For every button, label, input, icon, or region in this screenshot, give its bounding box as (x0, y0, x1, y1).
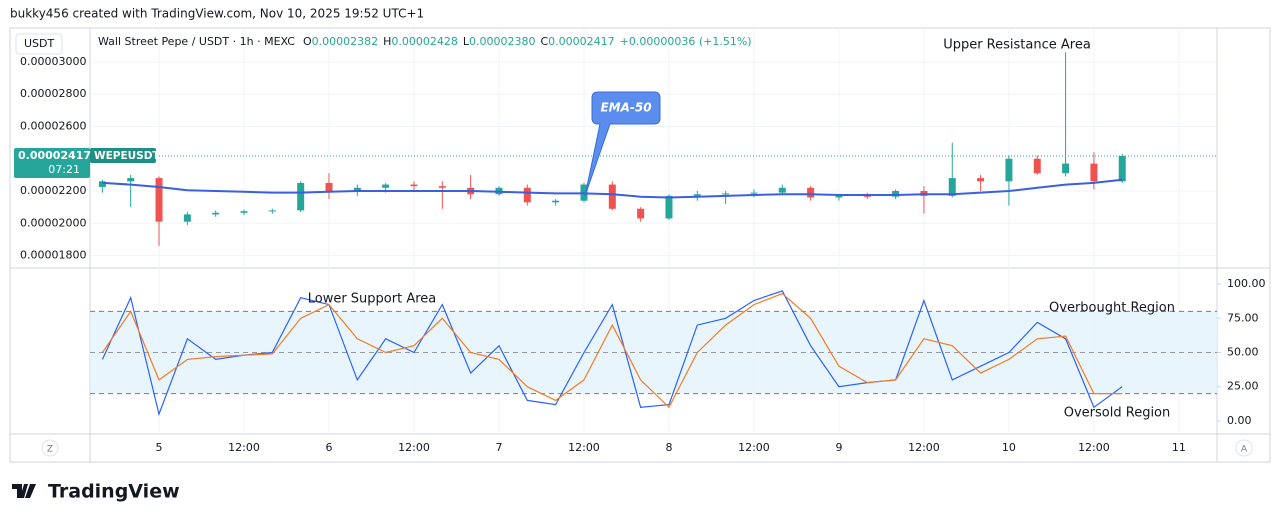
plot (90, 52, 1217, 417)
candle-body (438, 186, 446, 188)
price-label-box (14, 147, 90, 178)
candle-body (212, 212, 220, 215)
x-tick-label: 11 (1172, 441, 1186, 454)
auto-button[interactable] (1235, 439, 1253, 457)
series-line (102, 178, 1123, 199)
candle-body (977, 178, 985, 182)
y-tick-label: 0.00 (1227, 414, 1252, 427)
x-tick-label: 12:00 (738, 441, 770, 454)
x-tick-label: 12:00 (568, 441, 600, 454)
y-tick-label: 50.00 (1227, 346, 1259, 359)
legend-key: O (303, 35, 312, 48)
candle-body (325, 182, 333, 192)
x-tick-label: 12:00 (228, 441, 260, 454)
x-tick-label: 12:00 (908, 441, 940, 454)
y-tick-label: 0.00002000 (20, 216, 86, 229)
candle-body (552, 200, 560, 203)
candle-body (127, 178, 135, 182)
legend-value: 0.00002380 (469, 35, 535, 48)
candle-body (835, 195, 843, 198)
ticker-box (90, 147, 156, 163)
x-tick-label: 6 (326, 441, 333, 454)
x-tick-label: 12:00 (398, 441, 430, 454)
logo-mark (12, 484, 36, 498)
candle-body (948, 178, 956, 196)
candle-body (353, 187, 361, 192)
legend-key: C (540, 35, 548, 48)
series-line (101, 292, 1123, 409)
y-tick-label: 0.00003000 (20, 55, 86, 68)
candle-body (523, 187, 531, 203)
price-label: 0.00002417 (18, 149, 91, 162)
candle-body (1062, 163, 1070, 174)
candle-body (637, 208, 645, 219)
legend-change: +0.00000036 (+1.51%) (620, 35, 752, 48)
candle-body (410, 184, 418, 187)
candle-body (693, 194, 701, 196)
legend-value: 0.00002382 (312, 35, 378, 48)
logo: TradingView (12, 481, 180, 503)
annotation: EMA-50 (600, 101, 651, 115)
y-tick-label: 0.00002600 (20, 119, 86, 132)
legend-key: H (383, 35, 391, 48)
annotation: Upper Resistance Area (943, 38, 1091, 53)
candle-body (1118, 155, 1126, 182)
y-tick-label: 75.00 (1227, 311, 1259, 324)
candle-body (608, 184, 616, 209)
y-tick-label: 0.00002200 (20, 184, 86, 197)
y-tick-label: 100.00 (1227, 277, 1266, 290)
candle-body (1090, 163, 1098, 182)
annotation: Oversold Region (1064, 406, 1171, 421)
currency-box[interactable] (15, 33, 63, 55)
y-tick-label: 0.00002800 (20, 87, 86, 100)
symbol-legend: Wall Street Pepe / USDT · 1h · MEXC O0.00… (98, 35, 752, 48)
candle-body (750, 192, 758, 194)
currency: USDT (24, 37, 55, 50)
annotation: Overbought Region (1049, 301, 1175, 316)
x-tick-label: 10 (1002, 441, 1016, 454)
ticker: WEPEUSDT (94, 150, 160, 162)
x-tick-label: 9 (835, 441, 842, 454)
series-line (101, 290, 1123, 417)
candle-body (892, 191, 900, 197)
header: bukky456 created with TradingView.com, N… (10, 7, 424, 21)
x-tick-label: 12:00 (1078, 441, 1110, 454)
candle-body (268, 210, 276, 212)
legend-item: Wall Street Pepe / USDT · 1h · MEXC (98, 35, 295, 48)
candle-body (382, 184, 390, 188)
candle-body (183, 214, 191, 222)
zoom-label: Z (47, 445, 53, 455)
candle-body (665, 195, 673, 219)
x-tick-label: 5 (156, 441, 163, 454)
candle-body (240, 211, 248, 213)
candle-body (863, 195, 871, 197)
candle-body (155, 178, 163, 222)
y-tick-label: 25.00 (1227, 380, 1259, 393)
candle-body (807, 187, 815, 198)
x-tick-label: 7 (495, 441, 502, 454)
logo-text: TradingView (48, 481, 180, 503)
candle-body (297, 182, 305, 211)
candle-body (722, 193, 730, 195)
candle-body (98, 181, 106, 187)
countdown: 07:21 (48, 163, 80, 176)
candle-body (1005, 158, 1013, 182)
candle-body (778, 187, 786, 193)
annotation: Lower Support Area (308, 292, 437, 307)
y-tick-label: 0.00001800 (20, 249, 86, 262)
callout (584, 91, 661, 197)
legend-value: 0.00002417 (548, 35, 614, 48)
legend-key: L (463, 35, 470, 48)
legend-value: 0.00002428 (391, 35, 457, 48)
auto-label: A (1241, 445, 1248, 455)
x-tick-label: 8 (665, 441, 672, 454)
zoom-button[interactable] (41, 439, 59, 457)
candle-body (1033, 158, 1041, 174)
